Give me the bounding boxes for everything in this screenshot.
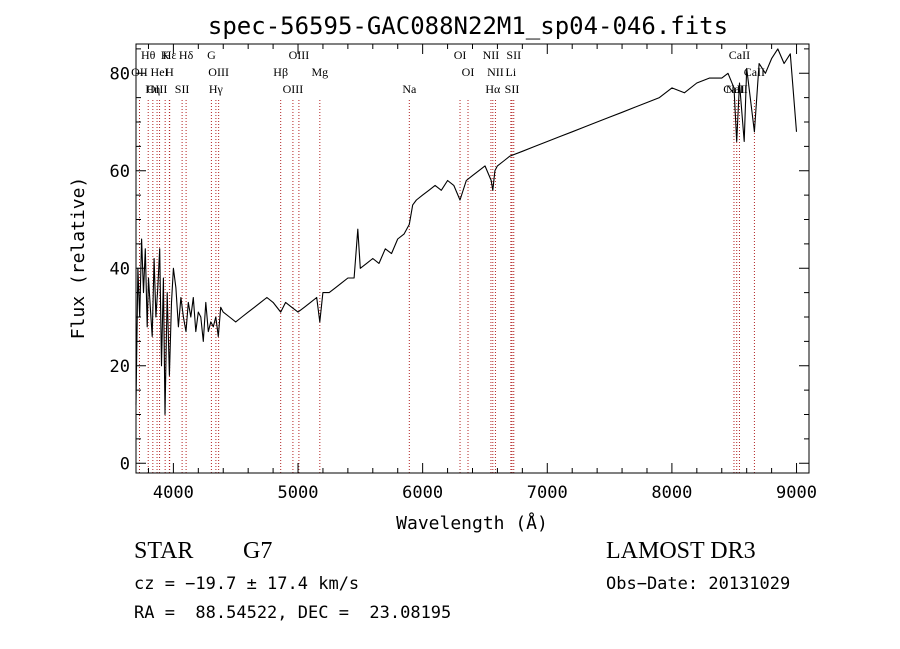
line-label-22: NII bbox=[487, 65, 504, 79]
chart-title: spec-56595-GAC088N22M1_sp04-046.fits bbox=[208, 12, 728, 40]
line-label-23: SII bbox=[505, 82, 520, 96]
line-label-18: OI bbox=[454, 48, 467, 62]
line-label-14: OIII bbox=[283, 82, 304, 96]
y-tick-label-2: 40 bbox=[110, 259, 130, 279]
y-tick-label-0: 0 bbox=[120, 454, 130, 474]
x-axis-label: Wavelength (Å) bbox=[396, 512, 548, 534]
x-tick-label-0: 4000 bbox=[153, 483, 194, 503]
y-tick-label-4: 80 bbox=[110, 64, 130, 84]
line-label-12: G bbox=[207, 48, 216, 62]
series-line-0 bbox=[135, 48, 798, 416]
x-tick-label-5: 9000 bbox=[776, 483, 817, 503]
line-label-4: HeI bbox=[151, 65, 169, 79]
footer-coords: RA = 88.54522, DEC = 23.08195 bbox=[134, 603, 452, 623]
footer-subclass: G7 bbox=[243, 538, 273, 564]
line-label-24: SII bbox=[506, 48, 521, 62]
footer-obs-date: Obs−Date: 20131029 bbox=[606, 574, 791, 594]
line-label-27: CaII bbox=[729, 48, 750, 62]
line-label-17: Na bbox=[402, 82, 417, 96]
line-label-11: Hγ bbox=[209, 82, 224, 96]
y-axis-label: Flux (relative) bbox=[68, 177, 89, 340]
line-label-19: OI bbox=[462, 65, 475, 79]
line-label-1: OII bbox=[131, 65, 148, 79]
line-label-13: Hβ bbox=[273, 65, 288, 79]
line-label-9: Hδ bbox=[179, 48, 194, 62]
line-label-10: OIII bbox=[208, 65, 229, 79]
y-tick-label-3: 60 bbox=[110, 162, 130, 182]
line-label-8: SII bbox=[175, 82, 190, 96]
footer-survey: LAMOST DR3 bbox=[606, 538, 756, 564]
line-label-21: NII bbox=[483, 48, 500, 62]
x-tick-label-4: 8000 bbox=[651, 483, 692, 503]
line-label-5: Hη bbox=[145, 82, 160, 96]
emission-line-markers: HθOIIOIIIHεHeIHηKHSIIHδOIIIHγGHβOIIIOIII… bbox=[131, 48, 765, 473]
line-label-16: Mg bbox=[311, 65, 328, 79]
x-tick-label-3: 7000 bbox=[527, 483, 568, 503]
line-label-28: CaII bbox=[744, 65, 765, 79]
line-label-0: Hθ bbox=[141, 48, 156, 62]
line-label-7: H bbox=[165, 65, 174, 79]
y-tick-label-1: 20 bbox=[110, 357, 130, 377]
axes: 4000 5000 6000 7000 8000 9000 0 20 40 60 80 bbox=[110, 44, 817, 503]
footer-class: STAR bbox=[134, 538, 194, 564]
line-label-29: NaII bbox=[726, 82, 748, 96]
line-label-20: Hα bbox=[485, 82, 501, 96]
line-label-15: OIII bbox=[289, 48, 310, 62]
series-layer bbox=[135, 48, 798, 416]
footer-cz: cz = −19.7 ± 17.4 km/s bbox=[134, 574, 360, 594]
plot-frame bbox=[135, 43, 810, 474]
line-label-6: K bbox=[161, 48, 170, 62]
x-tick-label-2: 6000 bbox=[402, 483, 443, 503]
line-label-25: Li bbox=[506, 65, 517, 79]
line-label-2: OIII bbox=[147, 82, 168, 96]
x-tick-label-1: 5000 bbox=[278, 483, 319, 503]
